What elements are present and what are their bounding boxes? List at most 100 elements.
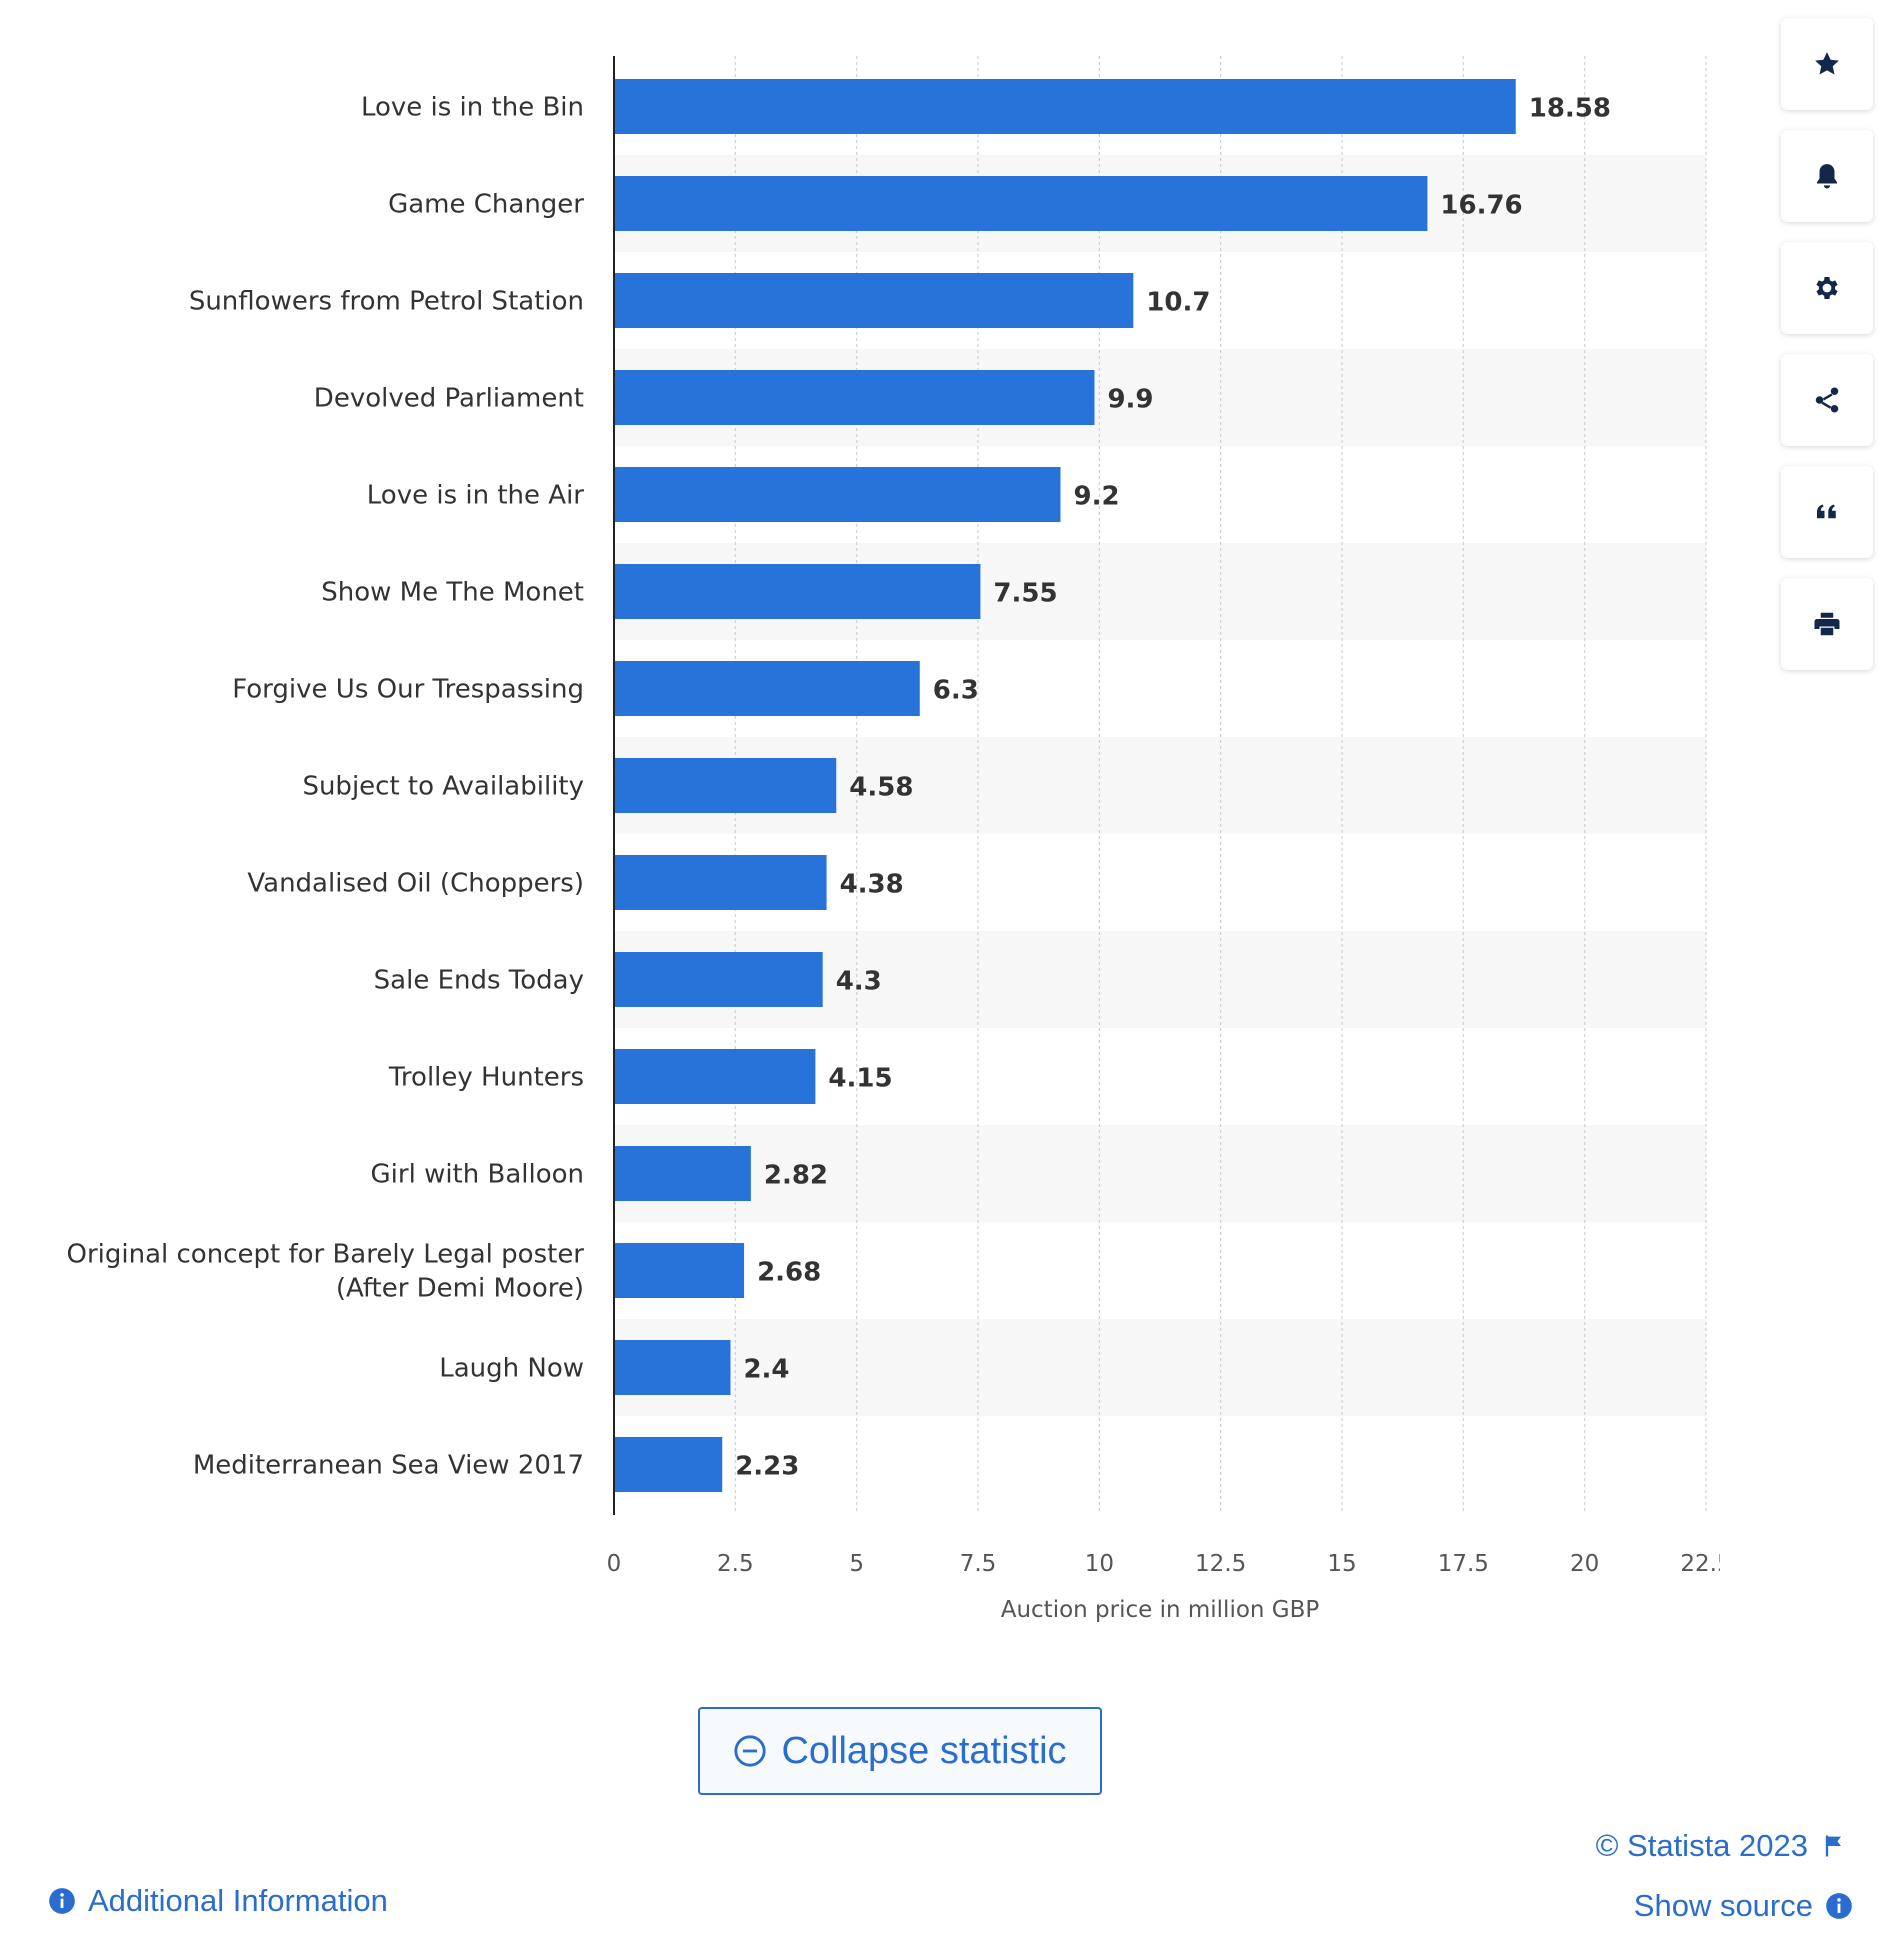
show-source-text: Show source [1633, 1888, 1813, 1923]
bar [614, 564, 981, 619]
flag-icon [1825, 1835, 1841, 1857]
category-label: Show Me The Monet [321, 578, 584, 608]
category-label-line: Forgive Us Our Trespassing [232, 675, 584, 705]
favorite-button[interactable] [1781, 18, 1873, 110]
value-label: 4.3 [836, 967, 882, 997]
value-label: 18.58 [1529, 94, 1611, 124]
value-label: 4.38 [840, 870, 904, 900]
category-label-line: Trolley Hunters [388, 1063, 584, 1093]
print-icon [1814, 612, 1840, 636]
collapse-statistic-label: Collapse statistic [781, 1729, 1067, 1772]
bar [614, 1146, 751, 1201]
bar [614, 855, 827, 910]
bar-chart: Love is in the Bin Game Changer Sunflowers… [67, 56, 1720, 1623]
category-label: Vandalised Oil (Choppers) [247, 869, 584, 899]
x-tick-label: 12.5 [1195, 1551, 1246, 1577]
minus-circle-icon [734, 1735, 767, 1767]
row-band [614, 1125, 1706, 1222]
bar [614, 758, 837, 813]
share-button[interactable] [1781, 354, 1873, 446]
cite-button[interactable] [1781, 466, 1873, 558]
category-label-line: Girl with Balloon [371, 1160, 584, 1190]
category-label-line: Show Me The Monet [321, 578, 584, 608]
value-label: 7.55 [993, 579, 1057, 609]
notification-button[interactable] [1781, 130, 1873, 222]
category-label: Love is in the Air [367, 481, 585, 511]
category-label-line: Love is in the Air [367, 481, 585, 511]
bars [614, 79, 1516, 1492]
row-band [614, 1319, 1706, 1416]
category-label-line: Original concept for Barely Legal poster [67, 1240, 585, 1270]
gear-icon [1816, 277, 1838, 299]
value-label: 9.9 [1107, 385, 1153, 415]
x-tick-label: 22.5 [1680, 1551, 1720, 1577]
category-label: Love is in the Bin [361, 93, 584, 123]
x-tick-label: 2.5 [717, 1551, 754, 1577]
category-label-line: Devolved Parliament [314, 384, 584, 414]
value-label: 2.82 [764, 1161, 828, 1191]
info-icon [1826, 1893, 1852, 1919]
value-label: 4.58 [849, 773, 913, 803]
collapse-statistic-button[interactable]: Collapse statistic [698, 1707, 1102, 1795]
value-label: 16.76 [1440, 191, 1522, 221]
bar [614, 176, 1428, 231]
value-label: 2.23 [735, 1452, 799, 1482]
x-tick-label: 17.5 [1438, 1551, 1489, 1577]
value-label: 9.2 [1074, 482, 1120, 512]
category-label: Devolved Parliament [314, 384, 584, 414]
category-label-line: Vandalised Oil (Choppers) [247, 869, 584, 899]
x-tick-label: 15 [1327, 1551, 1356, 1577]
star-icon [1815, 52, 1839, 75]
category-label: Sale Ends Today [374, 966, 584, 996]
bar [614, 952, 823, 1007]
bell-icon [1817, 164, 1837, 189]
additional-information-text: Additional Information [88, 1883, 388, 1918]
category-label: Mediterranean Sea View 2017 [193, 1451, 584, 1481]
category-label: Laugh Now [439, 1354, 584, 1384]
toolbar [1781, 18, 1873, 670]
copyright-link[interactable]: © Statista 2023 [1596, 1828, 1848, 1864]
bar [614, 661, 920, 716]
bar [614, 1340, 731, 1395]
settings-button[interactable] [1781, 242, 1873, 334]
category-label-line: Laugh Now [439, 1354, 584, 1384]
quote-icon [1817, 504, 1836, 519]
copyright-text: © Statista 2023 [1595, 1828, 1808, 1863]
category-label-line: Mediterranean Sea View 2017 [193, 1451, 584, 1481]
category-label-line: Sunflowers from Petrol Station [189, 287, 584, 317]
category-labels: Love is in the Bin Game Changer Sunflowers… [67, 93, 585, 1481]
x-tick-label: 20 [1570, 1551, 1599, 1577]
x-tick-label: 7.5 [960, 1551, 997, 1577]
x-tick-label: 10 [1085, 1551, 1114, 1577]
category-label-line: Love is in the Bin [361, 93, 584, 123]
category-label-line: (After Demi Moore) [336, 1274, 584, 1304]
bar [614, 1243, 745, 1298]
bar [614, 79, 1516, 134]
x-axis-title: Auction price in million GBP [1001, 1597, 1320, 1623]
value-labels: 18.58 16.76 10.7 9.9 9.2 7.55 6.3 4.58 4.38 4.3 4.… [735, 94, 1611, 1482]
x-tick-label: 0 [607, 1551, 622, 1577]
category-label: Subject to Availability [302, 772, 584, 802]
show-source-link[interactable]: Show source [1634, 1888, 1853, 1924]
bar [614, 370, 1095, 425]
category-label-line: Subject to Availability [302, 772, 584, 802]
category-label-line: Game Changer [388, 190, 584, 220]
share-icon [1815, 387, 1839, 413]
bar [614, 467, 1061, 522]
value-label: 10.7 [1146, 288, 1210, 318]
value-label: 2.4 [743, 1355, 789, 1385]
category-label: Trolley Hunters [388, 1063, 584, 1093]
info-icon [49, 1888, 75, 1914]
print-button[interactable] [1781, 578, 1873, 670]
category-label-line: Sale Ends Today [374, 966, 584, 996]
value-label: 6.3 [933, 676, 979, 706]
bar [614, 1049, 816, 1104]
x-tick-label: 5 [849, 1551, 864, 1577]
category-label: Girl with Balloon [371, 1160, 584, 1190]
additional-information-link[interactable]: Additional Information [48, 1883, 388, 1919]
category-label: Sunflowers from Petrol Station [189, 287, 584, 317]
category-label: Original concept for Barely Legal poster… [67, 1240, 585, 1304]
x-tick-labels: 0 2.5 5 7.5 10 12.5 15 17.5 20 22.5 [607, 1551, 1720, 1577]
category-label: Forgive Us Our Trespassing [232, 675, 584, 705]
